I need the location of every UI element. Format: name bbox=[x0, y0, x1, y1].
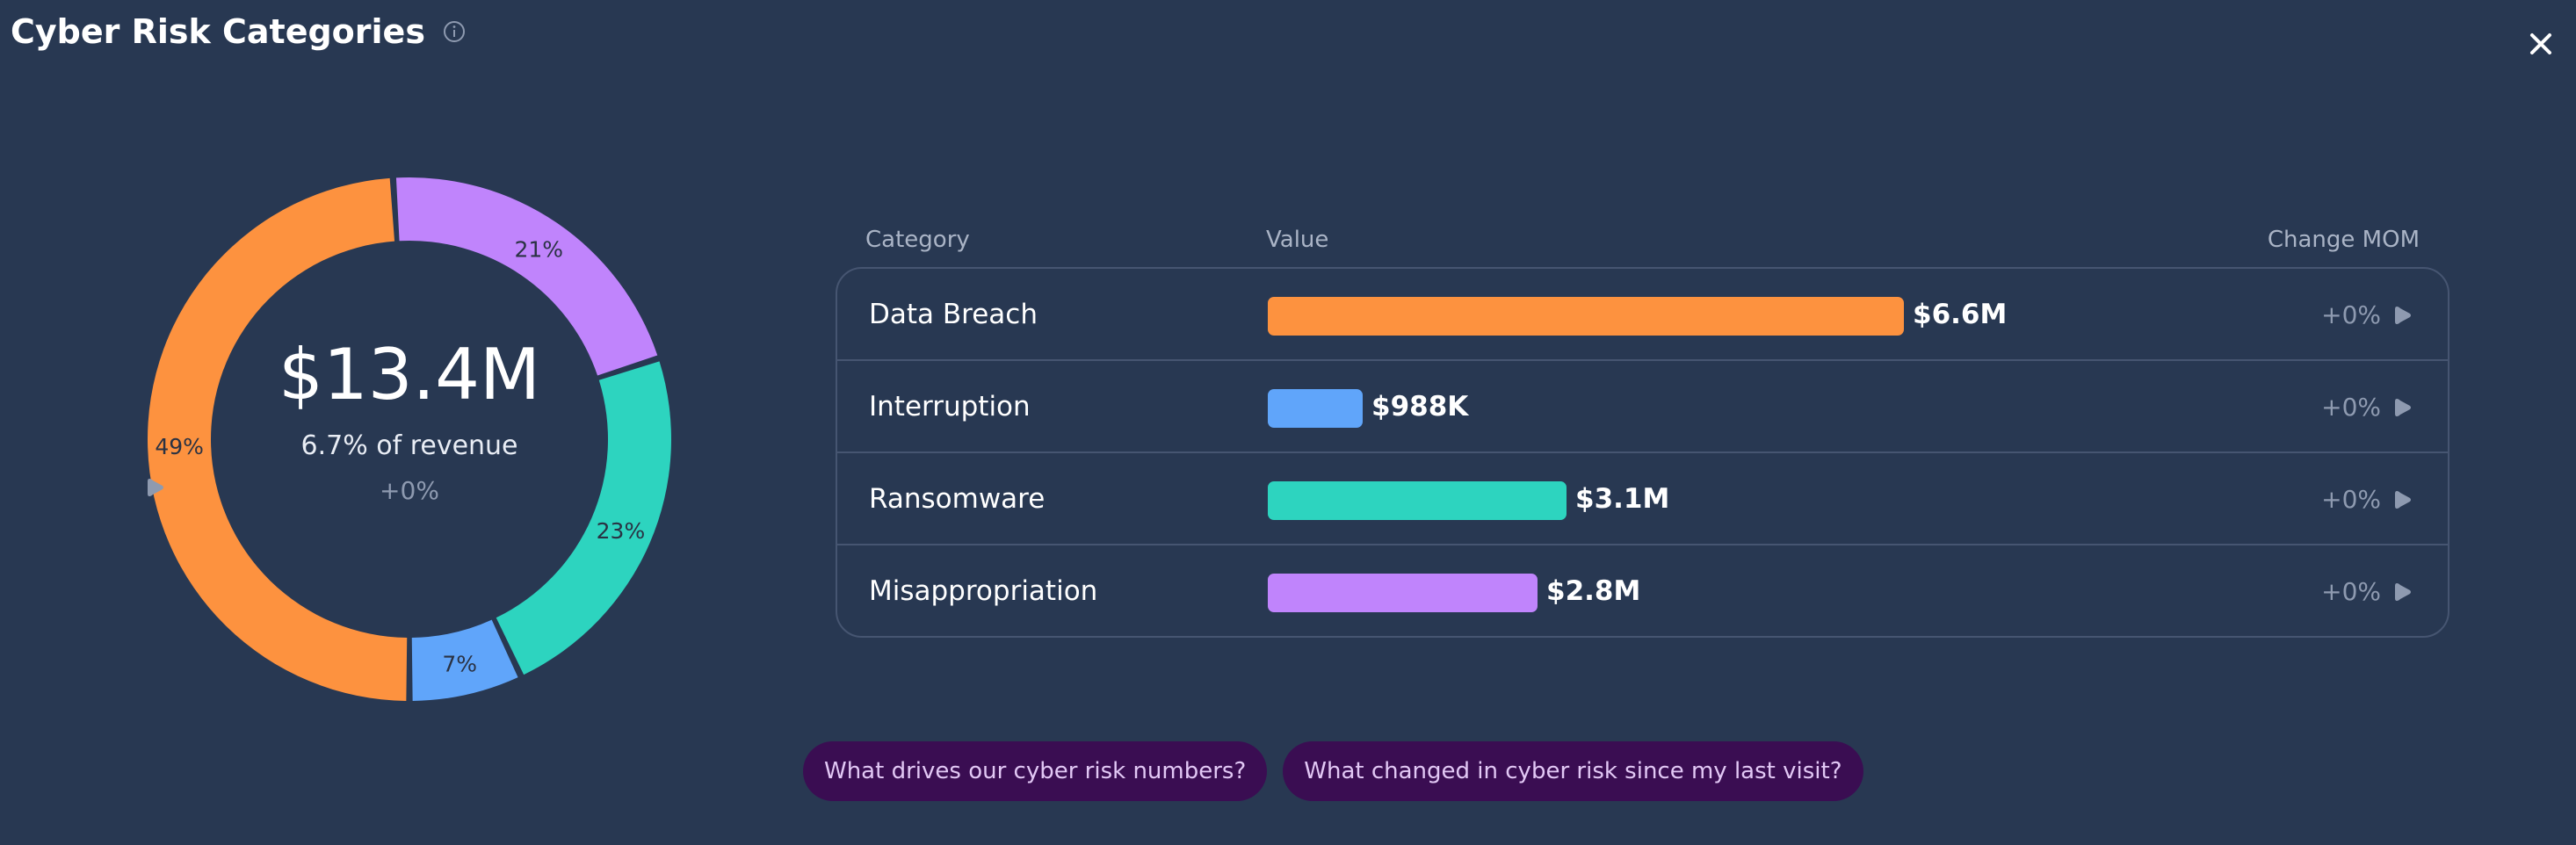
row-change-value: +0% bbox=[2321, 393, 2381, 422]
row-category: Misappropriation bbox=[869, 575, 1098, 607]
table-row[interactable]: Data Breach $6.6M +0% bbox=[837, 269, 2448, 361]
value-bar bbox=[1268, 297, 1904, 336]
row-change-value: +0% bbox=[2321, 300, 2381, 329]
donut-slice-label: 7% bbox=[442, 652, 477, 677]
row-divider bbox=[837, 544, 2448, 545]
donut-slice-misappropriation[interactable] bbox=[395, 177, 658, 376]
play-triangle-icon[interactable] bbox=[2393, 581, 2413, 603]
donut-chart: 49% 21% 23% 7% $13.4M 6.7% of revenue +0% bbox=[146, 176, 673, 703]
row-divider bbox=[837, 451, 2448, 453]
donut-center: $13.4M 6.7% of revenue +0% bbox=[146, 176, 673, 703]
row-value: $3.1M bbox=[1575, 483, 1670, 515]
play-triangle-icon[interactable] bbox=[2393, 304, 2413, 327]
table-row[interactable]: Misappropriation $2.8M +0% bbox=[837, 545, 2448, 636]
row-change-value: +0% bbox=[2321, 577, 2381, 606]
donut-slice-interruption[interactable] bbox=[411, 619, 518, 701]
close-icon bbox=[2530, 33, 2551, 54]
suggestion-chips: What drives our cyber risk numbers? What… bbox=[803, 741, 1863, 801]
row-change: +0% bbox=[2321, 545, 2413, 636]
value-bar bbox=[1268, 389, 1363, 428]
row-value: $6.6M bbox=[1913, 299, 2008, 330]
row-category: Ransomware bbox=[869, 483, 1046, 515]
column-header-change: Change MOM bbox=[2267, 227, 2420, 253]
total-change-value: +0% bbox=[380, 476, 439, 505]
donut-slice-data-breach[interactable] bbox=[147, 177, 408, 701]
row-value: $988K bbox=[1371, 391, 1469, 422]
row-change: +0% bbox=[2321, 269, 2413, 361]
row-value: $2.8M bbox=[1546, 575, 1641, 607]
row-category: Data Breach bbox=[869, 299, 1038, 330]
table-row[interactable]: Ransomware $3.1M +0% bbox=[837, 453, 2448, 545]
category-table: Data Breach $6.6M +0% Interruption $988K… bbox=[836, 267, 2449, 638]
suggestion-chip-drivers[interactable]: What drives our cyber risk numbers? bbox=[803, 741, 1268, 801]
close-button[interactable] bbox=[2525, 28, 2557, 60]
row-divider bbox=[837, 359, 2448, 361]
table-row[interactable]: Interruption $988K +0% bbox=[837, 361, 2448, 453]
play-triangle-icon[interactable] bbox=[2393, 396, 2413, 419]
value-bar bbox=[1268, 481, 1567, 520]
play-triangle-icon[interactable] bbox=[2393, 488, 2413, 511]
revenue-share: 6.7% of revenue bbox=[300, 430, 518, 461]
donut-slice-label: 49% bbox=[155, 434, 204, 459]
total-value: $13.4M bbox=[278, 334, 541, 415]
donut-slice-ransomware[interactable] bbox=[496, 361, 672, 675]
play-triangle-icon[interactable] bbox=[146, 476, 165, 499]
page-title: Cyber Risk Categories bbox=[11, 12, 425, 51]
header: Cyber Risk Categories bbox=[11, 12, 466, 51]
value-bar bbox=[1268, 574, 1538, 612]
column-header-value: Value bbox=[1266, 227, 1329, 253]
row-change: +0% bbox=[2321, 453, 2413, 545]
suggestion-chip-changes[interactable]: What changed in cyber risk since my last… bbox=[1283, 741, 1863, 801]
row-change-value: +0% bbox=[2321, 485, 2381, 514]
column-header-category: Category bbox=[865, 227, 970, 253]
donut-slice-label: 23% bbox=[597, 518, 646, 544]
row-change: +0% bbox=[2321, 361, 2413, 453]
row-category: Interruption bbox=[869, 391, 1031, 422]
donut-slice-label: 21% bbox=[514, 236, 563, 262]
info-circle-icon[interactable] bbox=[443, 20, 466, 43]
donut-svg: 49% 21% 23% 7% bbox=[147, 177, 672, 701]
total-change: +0% bbox=[146, 476, 673, 505]
